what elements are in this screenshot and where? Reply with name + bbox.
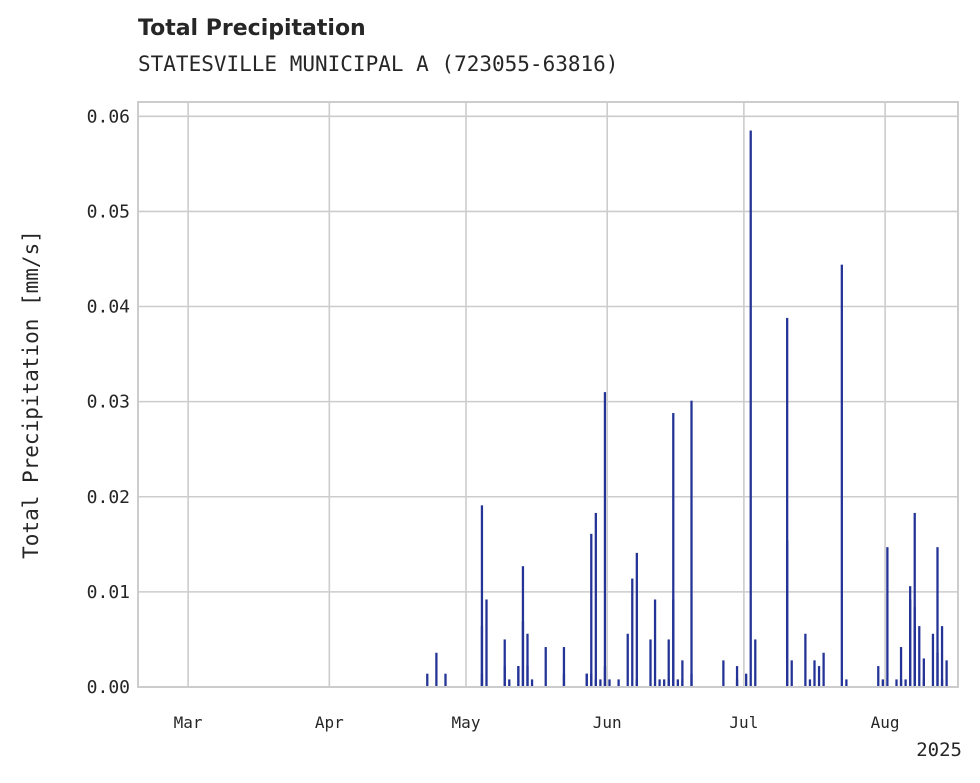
chart-subtitle: STATESVILLE MUNICIPAL A (723055-63816) <box>138 52 619 76</box>
precipitation-bar <box>681 679 684 687</box>
precipitation-bar <box>822 652 825 687</box>
precipitation-bar <box>608 679 611 687</box>
precipitation-bar <box>631 578 634 687</box>
precipitation-bar <box>808 679 812 687</box>
plot-frame <box>137 101 959 688</box>
precipitation-bars <box>426 130 948 687</box>
chart-title: Total Precipitation <box>138 16 366 41</box>
precipitation-bar <box>594 679 597 687</box>
x-axis-year-label: 2025 <box>916 739 962 761</box>
precipitation-bar <box>690 673 693 687</box>
precipitation-bar <box>649 639 652 687</box>
precipitation-bar <box>667 639 670 687</box>
y-tick-label: 0.01 <box>87 582 130 603</box>
precipitation-bar <box>676 679 679 687</box>
precipitation-bar <box>480 505 484 687</box>
precipitation-bar <box>899 647 903 687</box>
precipitation-bar <box>845 679 848 687</box>
precipitation-bar <box>754 639 757 687</box>
precipitation-bar <box>508 679 511 687</box>
x-tick-label: Mar <box>174 713 203 732</box>
precipitation-bar <box>603 392 607 687</box>
precipitation-bar <box>517 666 520 687</box>
precipitation-bar <box>599 679 602 687</box>
grid-lines <box>138 102 958 688</box>
precipitation-bar <box>672 413 675 687</box>
precipitation-bar <box>530 679 534 687</box>
x-tick-label: May <box>452 713 481 732</box>
precipitation-bar <box>603 666 607 687</box>
precipitation-bar <box>881 679 884 687</box>
x-tick-label: Jul <box>729 713 758 732</box>
precipitation-bar <box>786 317 789 687</box>
precipitation-bar <box>485 599 488 687</box>
x-axis-ticks: Mar Apr May Jun Jul Aug <box>174 713 900 732</box>
precipitation-bar <box>526 666 529 687</box>
precipitation-bar <box>899 679 903 687</box>
precipitation-bar <box>681 660 684 687</box>
precipitation-bar <box>804 633 807 687</box>
precipitation-bar <box>922 658 925 687</box>
y-tick-label: 0.06 <box>87 106 130 127</box>
precipitation-bar <box>617 679 620 687</box>
x-tick-label: Jun <box>593 713 622 732</box>
y-tick-label: 0.03 <box>87 392 130 413</box>
precipitation-bar <box>663 679 666 687</box>
precipitation-bar <box>945 660 948 687</box>
precipitation-bar <box>786 540 789 687</box>
precipitation-bar <box>940 626 944 687</box>
precipitation-bar <box>749 130 752 687</box>
precipitation-bar <box>626 633 629 687</box>
x-tick-label: Apr <box>315 713 344 732</box>
x-tick-label: Aug <box>871 713 900 732</box>
precipitation-bar <box>913 512 916 687</box>
precipitation-bar <box>544 647 547 687</box>
precipitation-bar <box>940 679 944 687</box>
precipitation-bar <box>790 660 793 687</box>
precipitation-bar <box>840 264 843 687</box>
precipitation-bar <box>722 660 725 687</box>
precipitation-bar <box>594 512 597 687</box>
precipitation-bar <box>909 599 912 687</box>
precipitation-bar <box>913 607 916 687</box>
y-axis-label: Total Precipitation [mm/s] <box>19 230 43 559</box>
precipitation-bar <box>813 660 816 687</box>
precipitation-bar <box>922 679 925 687</box>
precipitation-bar <box>521 621 525 687</box>
precipitation-bar <box>635 679 638 687</box>
precipitation-bar <box>817 666 821 687</box>
precipitation-bar <box>503 639 506 687</box>
y-tick-label: 0.00 <box>87 677 130 698</box>
precipitation-bar <box>590 673 593 687</box>
y-axis-ticks: 0.00 0.01 0.02 0.03 0.04 0.05 0.06 <box>87 106 130 698</box>
precipitation-bar <box>526 633 529 687</box>
precipitation-bar <box>936 547 939 687</box>
precipitation-bar <box>895 679 898 687</box>
y-tick-label: 0.04 <box>87 297 130 318</box>
precipitation-bar <box>745 673 748 687</box>
precipitation-bar <box>735 666 739 687</box>
y-tick-label: 0.02 <box>87 487 130 508</box>
precipitation-bar <box>877 666 880 687</box>
precipitation-bar <box>931 633 935 687</box>
precipitation-bar <box>635 552 638 687</box>
precipitation-bar <box>886 547 889 687</box>
precipitation-bar <box>918 626 921 687</box>
precipitation-bar <box>690 400 693 687</box>
precipitation-bar <box>590 533 593 687</box>
precipitation-bar <box>904 679 907 687</box>
precipitation-bar <box>585 673 588 687</box>
precipitation-bar <box>735 679 739 687</box>
precipitation-bar <box>444 673 447 687</box>
y-tick-label: 0.05 <box>87 201 130 222</box>
precipitation-bar <box>426 673 429 687</box>
precipitation-bar <box>653 599 657 687</box>
precipitation-bar <box>562 647 566 687</box>
precipitation-bar <box>658 679 661 687</box>
precipitation-bar <box>435 652 438 687</box>
